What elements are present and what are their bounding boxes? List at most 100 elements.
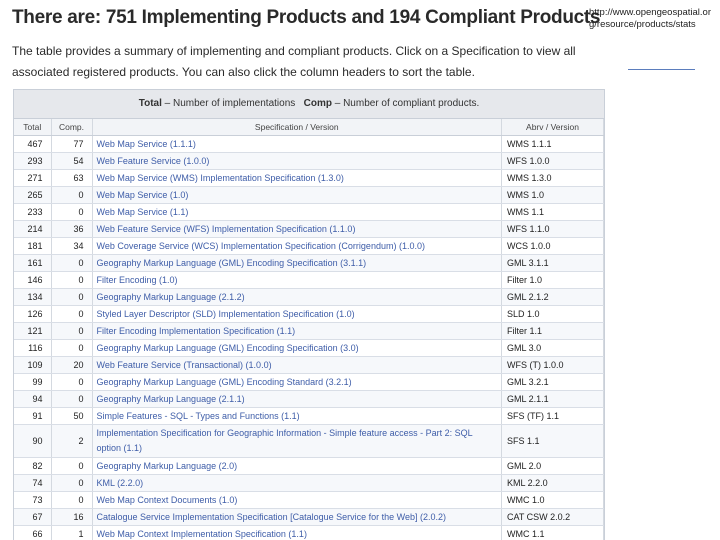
cell-total: 467: [14, 135, 52, 153]
table-row: 214 36 Web Feature Service (WFS) Implement…: [14, 220, 604, 238]
cell-total: 233: [14, 203, 52, 221]
table-row: 181 34 Web Coverage Service (WCS) Implemen…: [14, 237, 604, 255]
cell-total: 271: [14, 169, 52, 187]
spec-link[interactable]: Geography Markup Language (GML) Encoding…: [92, 373, 502, 391]
cell-abrv: Filter 1.0: [501, 271, 604, 289]
cell-abrv: GML 3.2.1: [501, 373, 604, 391]
cell-abrv: SFS (TF) 1.1: [501, 407, 604, 425]
cell-abrv: SFS 1.1: [501, 424, 604, 458]
cell-total: 146: [14, 271, 52, 289]
spec-link[interactable]: Web Map Service (1.1): [92, 203, 502, 221]
spec-link[interactable]: Catalogue Service Implementation Specifi…: [92, 508, 502, 526]
cell-comp: 0: [51, 322, 93, 340]
cell-comp: 16: [51, 508, 93, 526]
cell-total: 121: [14, 322, 52, 340]
cell-abrv: GML 3.1.1: [501, 254, 604, 272]
table-row: 126 0 Styled Layer Descriptor (SLD) Implem…: [14, 305, 604, 323]
spec-link[interactable]: Styled Layer Descriptor (SLD) Implementa…: [92, 305, 502, 323]
legend-comp-desc: – Number of compliant products.: [334, 98, 480, 109]
column-header-abrv[interactable]: Abrv / Version: [501, 119, 604, 136]
cell-abrv: Filter 1.1: [501, 322, 604, 340]
spec-link[interactable]: Filter Encoding (1.0): [92, 271, 502, 289]
cell-abrv: WMC 1.1: [501, 525, 604, 540]
table-header-row: Total Comp. Specification / Version Abrv…: [14, 119, 604, 136]
table-row: 265 0 Web Map Service (1.0) WMS 1.0: [14, 186, 604, 204]
products-table: Total Comp. Specification / Version Abrv…: [14, 119, 604, 540]
table-row: 90 2 Implementation Specification for Geog…: [14, 424, 604, 458]
cell-total: 94: [14, 390, 52, 408]
cell-abrv: GML 2.1.2: [501, 288, 604, 306]
cell-comp: 34: [51, 237, 93, 255]
cell-abrv: WFS (T) 1.0.0: [501, 356, 604, 374]
source-url[interactable]: http://www.opengeospatial.org/resource/p…: [589, 7, 711, 30]
cell-comp: 0: [51, 186, 93, 204]
cell-total: 73: [14, 491, 52, 509]
cell-abrv: WMS 1.1.1: [501, 135, 604, 153]
cell-abrv: WMS 1.0: [501, 186, 604, 204]
cell-comp: 63: [51, 169, 93, 187]
spec-link[interactable]: KML (2.2.0): [92, 474, 502, 492]
products-table-panel: Total – Number of implementations Comp –…: [13, 89, 605, 540]
table-row: 74 0 KML (2.2.0) KML 2.2.0: [14, 474, 604, 492]
cell-abrv: WFS 1.0.0: [501, 152, 604, 170]
spec-link[interactable]: Geography Markup Language (GML) Encoding…: [92, 339, 502, 357]
spec-link[interactable]: Web Map Service (1.1.1): [92, 135, 502, 153]
table-row: 121 0 Filter Encoding Implementation Speci…: [14, 322, 604, 340]
cell-abrv: WMS 1.1: [501, 203, 604, 221]
cell-abrv: WMC 1.0: [501, 491, 604, 509]
spec-link[interactable]: Filter Encoding Implementation Specifica…: [92, 322, 502, 340]
cell-abrv: GML 3.0: [501, 339, 604, 357]
spec-link[interactable]: Web Coverage Service (WCS) Implementatio…: [92, 237, 502, 255]
spec-link[interactable]: Web Feature Service (WFS) Implementation…: [92, 220, 502, 238]
spec-link[interactable]: Geography Markup Language (2.1.1): [92, 390, 502, 408]
cell-comp: 0: [51, 305, 93, 323]
cell-total: 293: [14, 152, 52, 170]
column-header-total[interactable]: Total: [14, 119, 52, 136]
table-row: 116 0 Geography Markup Language (GML) Enco…: [14, 339, 604, 357]
intro-text: The table provides a summary of implemen…: [12, 44, 576, 79]
spec-link[interactable]: Web Map Context Documents (1.0): [92, 491, 502, 509]
page-title: There are: 751 Implementing Products and…: [12, 7, 601, 28]
cell-comp: 0: [51, 457, 93, 475]
spec-link[interactable]: Web Map Service (WMS) Implementation Spe…: [92, 169, 502, 187]
spec-link[interactable]: Geography Markup Language (2.0): [92, 457, 502, 475]
spec-link[interactable]: Implementation Specification for Geograp…: [92, 424, 502, 458]
cell-abrv: CAT CSW 2.0.2: [501, 508, 604, 526]
cell-comp: 0: [51, 339, 93, 357]
legend-total-key: Total: [138, 98, 162, 109]
spec-link[interactable]: Geography Markup Language (GML) Encoding…: [92, 254, 502, 272]
legend-comp-key: Comp: [303, 98, 332, 109]
cell-comp: 2: [51, 424, 93, 458]
spec-link[interactable]: Geography Markup Language (2.1.2): [92, 288, 502, 306]
spec-link[interactable]: Web Map Context Implementation Specifica…: [92, 525, 502, 540]
legend-total-desc: – Number of implementations: [164, 98, 296, 109]
cell-abrv: GML 2.1.1: [501, 390, 604, 408]
table-row: 91 50 Simple Features - SQL - Types and Fu…: [14, 407, 604, 425]
column-header-comp[interactable]: Comp.: [51, 119, 93, 136]
cell-comp: 50: [51, 407, 93, 425]
column-header-spec[interactable]: Specification / Version: [92, 119, 502, 136]
spec-link[interactable]: Web Feature Service (1.0.0): [92, 152, 502, 170]
cell-total: 99: [14, 373, 52, 391]
cell-total: 66: [14, 525, 52, 540]
table-legend: Total – Number of implementations Comp –…: [14, 90, 604, 119]
cell-comp: 0: [51, 271, 93, 289]
table-row: 82 0 Geography Markup Language (2.0) GML 2.…: [14, 457, 604, 475]
cell-comp: 1: [51, 525, 93, 540]
cell-total: 134: [14, 288, 52, 306]
cell-abrv: KML 2.2.0: [501, 474, 604, 492]
spec-link[interactable]: Web Map Service (1.0): [92, 186, 502, 204]
table-row: 146 0 Filter Encoding (1.0) Filter 1.0: [14, 271, 604, 289]
table-row: 467 77 Web Map Service (1.1.1) WMS 1.1.1: [14, 135, 604, 153]
cell-total: 161: [14, 254, 52, 272]
cell-comp: 0: [51, 254, 93, 272]
cell-total: 67: [14, 508, 52, 526]
spec-link[interactable]: Simple Features - SQL - Types and Functi…: [92, 407, 502, 425]
cell-total: 109: [14, 356, 52, 374]
cell-total: 116: [14, 339, 52, 357]
url-underline: [628, 69, 695, 70]
table-row: 293 54 Web Feature Service (1.0.0) WFS 1.0.…: [14, 152, 604, 170]
cell-total: 90: [14, 424, 52, 458]
table-row: 233 0 Web Map Service (1.1) WMS 1.1: [14, 203, 604, 221]
spec-link[interactable]: Web Feature Service (Transactional) (1.0…: [92, 356, 502, 374]
